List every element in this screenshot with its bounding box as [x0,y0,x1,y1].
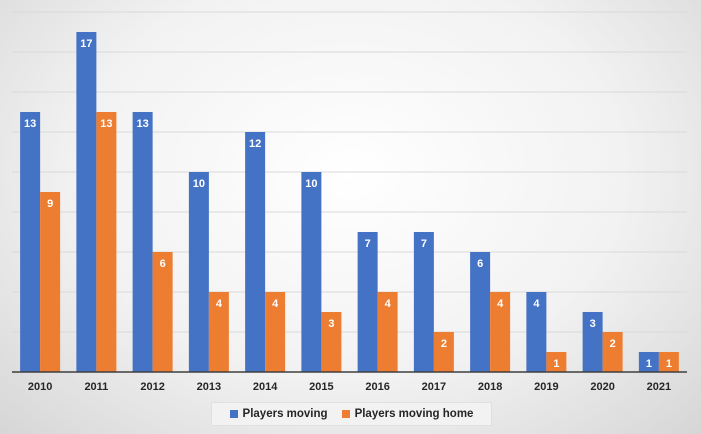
data-label: 10 [305,178,317,190]
bar-players-moving-home [377,292,398,372]
bar-players-moving [132,112,153,372]
x-tick-label: 2019 [534,381,558,393]
data-label: 13 [100,118,112,130]
x-tick-label: 2018 [478,381,502,393]
x-tick-label: 2021 [647,381,671,393]
bar-players-moving [582,312,603,372]
data-label: 4 [533,298,540,310]
legend-item-players-moving-home: Players moving home [341,408,474,420]
bar-players-moving [301,172,322,372]
data-label: 3 [590,318,596,330]
x-tick-label: 2012 [140,381,164,393]
bar-players-moving [188,172,209,372]
legend-label-players-moving-home: Players moving home [354,408,474,420]
data-label: 6 [477,258,483,270]
data-label: 17 [80,38,92,50]
bar-players-moving-home [546,352,567,372]
bar-players-moving [470,252,491,372]
data-label: 4 [385,298,392,310]
data-label: 1 [666,358,672,370]
data-label: 2 [441,338,447,350]
bars [20,32,679,372]
data-label: 10 [193,178,205,190]
bar-players-moving-home [321,312,342,372]
bar-players-moving-home [265,292,286,372]
data-label: 12 [249,138,261,150]
bar-players-moving-home [152,252,173,372]
bar-players-moving [526,292,547,372]
x-tick-label: 2015 [309,381,333,393]
data-label: 1 [646,358,652,370]
legend-swatch-players-moving [229,410,238,418]
bar-players-moving-home [602,332,623,372]
bar-players-moving [245,132,266,372]
x-tick-label: 2011 [84,381,108,393]
bar-players-moving [20,112,41,372]
data-label: 1 [553,358,559,370]
x-tick-label: 2010 [28,381,52,393]
data-label: 3 [328,318,334,330]
legend-label-players-moving: Players moving [242,408,328,420]
data-label: 13 [137,118,149,130]
bar-players-moving-home [40,192,61,372]
x-tick-label: 2016 [365,381,389,393]
bar-players-moving-home [490,292,511,372]
bar-players-moving [413,232,434,372]
data-label: 4 [497,298,504,310]
x-tick-label: 2017 [422,381,446,393]
data-label: 7 [421,238,427,250]
legend: Players moving Players moving home [211,402,492,426]
bar-players-moving [638,352,659,372]
data-label: 7 [365,238,371,250]
bar-players-moving-home [96,112,117,372]
data-label: 4 [216,298,223,310]
data-label: 9 [47,198,53,210]
x-tick-label: 2020 [590,381,614,393]
x-tick-label: 2013 [197,381,221,393]
data-label: 2 [610,338,616,350]
data-label: 13 [24,118,36,130]
gridlines [12,11,687,333]
x-axis: 2010 2011 2012 2013 2014 2015 2016 2017 2018 2019… [12,371,687,393]
bar-players-moving [76,32,97,372]
bar-players-moving [357,232,378,372]
data-label: 6 [160,258,166,270]
bar-players-moving-home [208,292,229,372]
data-label: 4 [272,298,279,310]
legend-swatch-players-moving-home [341,410,350,418]
bar-players-moving-home [658,352,679,372]
legend-item-players-moving: Players moving [229,408,328,420]
bar-players-moving-home [433,332,454,372]
x-tick-label: 2014 [253,381,278,393]
